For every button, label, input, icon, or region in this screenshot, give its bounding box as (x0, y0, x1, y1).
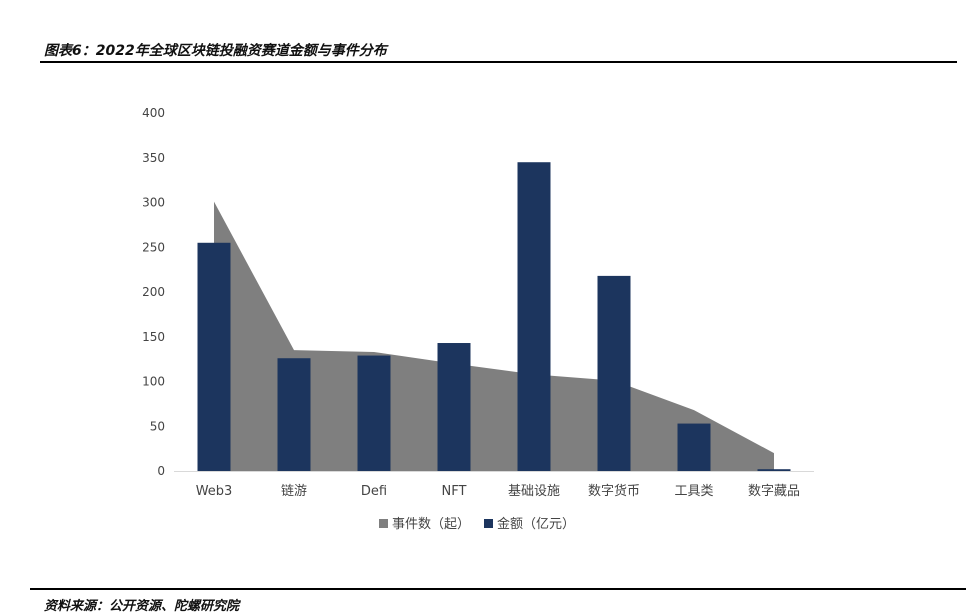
y-axis-tick-labels: 0 50 100 150 200 250 300 350 400 (142, 106, 165, 478)
amount-bar (277, 358, 311, 471)
amount-bar (197, 242, 231, 471)
source-note: 资料来源：公开资源、陀螺研究院 (44, 599, 240, 614)
y-tick-label: 350 (142, 151, 165, 165)
x-tick-label: Web3 (196, 484, 233, 499)
y-tick-label: 50 (150, 419, 165, 433)
bottom-rule (30, 588, 966, 590)
x-axis-tick-labels: Web3 链游 Defi NFT 基础设施 数字货币 工具类 数字藏品 (196, 483, 800, 499)
event-count-area (214, 201, 774, 472)
y-tick-label: 100 (142, 375, 165, 389)
x-tick-label: NFT (442, 484, 467, 499)
y-tick-label: 400 (142, 106, 165, 120)
legend-label-amount: 金额（亿元） (497, 516, 575, 532)
legend: 事件数（起） 金额（亿元） (379, 516, 575, 532)
x-tick-label: Defi (361, 484, 387, 499)
legend-label-event-count: 事件数（起） (392, 517, 470, 532)
amount-bar (437, 343, 471, 471)
x-tick-label: 数字藏品 (748, 484, 800, 499)
figure-title: 图表6：2022年全球区块链投融资赛道金额与事件分布 (44, 43, 387, 59)
y-tick-label: 250 (142, 240, 165, 254)
x-tick-label: 链游 (281, 484, 307, 499)
amount-bar (757, 469, 791, 471)
y-tick-label: 200 (142, 285, 165, 299)
amount-bar (357, 355, 391, 471)
x-tick-label: 基础设施 (508, 484, 560, 499)
legend-swatch-amount (484, 519, 493, 528)
event-count-area-layer (214, 201, 774, 472)
x-tick-label: 数字货币 (588, 483, 640, 499)
x-tick-label: 工具类 (674, 484, 713, 499)
y-tick-label: 0 (157, 464, 165, 478)
amount-bar (677, 423, 711, 471)
top-rule (40, 61, 957, 63)
legend-swatch-event-count (379, 519, 388, 528)
amount-bar (517, 162, 551, 471)
amount-bar-layer (197, 162, 791, 471)
y-tick-label: 300 (142, 196, 165, 210)
y-tick-label: 150 (142, 330, 165, 344)
amount-bar (597, 275, 631, 471)
